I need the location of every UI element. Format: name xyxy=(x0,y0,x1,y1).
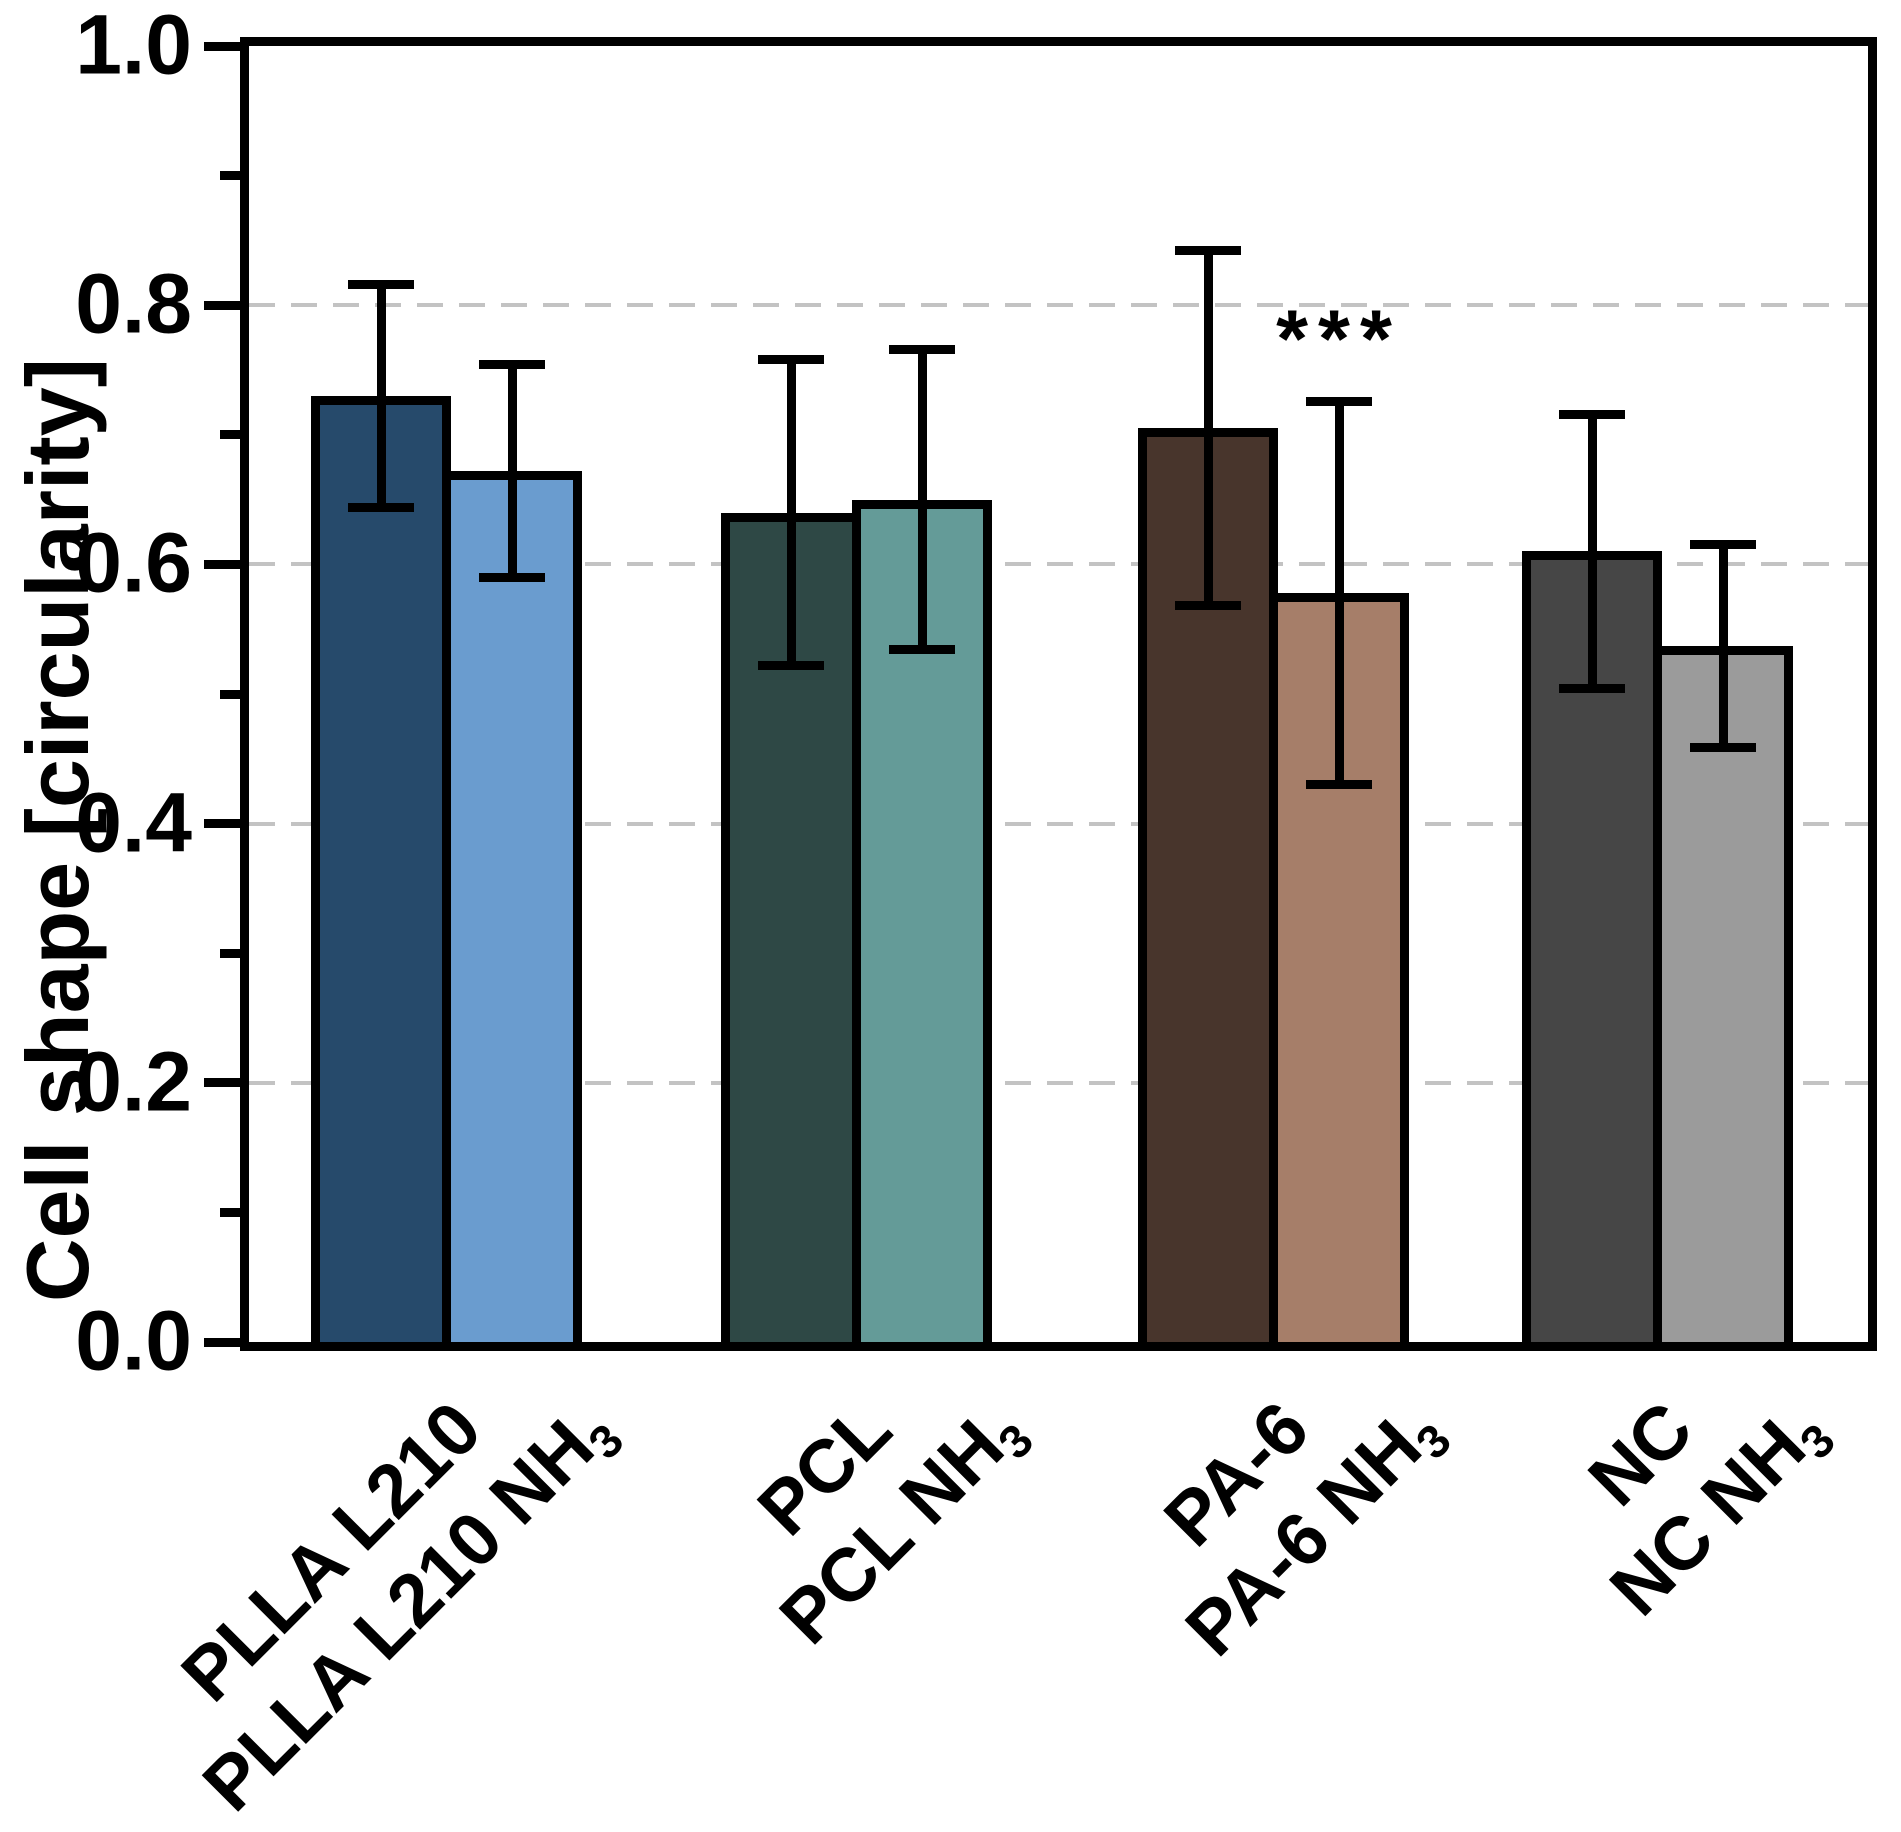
error-bar-cap-bottom xyxy=(1306,780,1372,790)
y-tick-label: 0.8 xyxy=(75,256,192,351)
error-bar-cap-bottom xyxy=(348,502,414,512)
y-tick-label: 1.0 xyxy=(75,0,192,92)
bar xyxy=(1653,646,1793,1342)
error-bar-cap-top xyxy=(1175,246,1241,256)
y-minor-tick xyxy=(220,430,240,440)
y-minor-tick xyxy=(220,171,240,181)
error-bar-cap-top xyxy=(758,355,824,365)
y-tick-label: 0.2 xyxy=(75,1034,192,1129)
y-major-tick xyxy=(204,41,240,51)
error-bar-cap-top xyxy=(348,279,414,289)
y-tick-label: 0.0 xyxy=(75,1293,192,1388)
y-minor-tick xyxy=(220,689,240,699)
y-minor-tick xyxy=(220,948,240,958)
y-major-tick xyxy=(204,559,240,569)
gridline xyxy=(249,562,1868,567)
gridline xyxy=(249,821,1868,826)
y-minor-tick xyxy=(220,1207,240,1217)
y-major-tick xyxy=(204,300,240,310)
error-bar xyxy=(1334,401,1344,785)
error-bar-cap-top xyxy=(889,344,955,354)
error-bar xyxy=(1718,544,1728,748)
error-bar-cap-top xyxy=(479,360,545,370)
error-bar-cap-bottom xyxy=(1559,684,1625,694)
error-bar-cap-top xyxy=(1559,409,1625,419)
error-bar-cap-top xyxy=(1690,540,1756,550)
plot-area: *** xyxy=(240,37,1877,1351)
error-bar xyxy=(376,284,386,508)
error-bar xyxy=(786,359,796,666)
bar xyxy=(311,396,451,1342)
y-tick-label: 0.4 xyxy=(75,774,192,869)
error-bar xyxy=(507,364,517,578)
gridline xyxy=(249,303,1868,308)
bar xyxy=(1269,593,1409,1342)
y-major-tick xyxy=(204,1078,240,1088)
bar xyxy=(442,471,582,1342)
significance-annotation: *** xyxy=(1276,294,1402,386)
error-bar xyxy=(1203,250,1213,606)
error-bar-cap-bottom xyxy=(1690,742,1756,752)
gridline xyxy=(249,1080,1868,1085)
y-major-tick xyxy=(204,819,240,829)
error-bar xyxy=(917,349,927,650)
y-major-tick xyxy=(204,1337,240,1347)
error-bar-cap-bottom xyxy=(479,572,545,582)
error-bar-cap-bottom xyxy=(758,660,824,670)
error-bar-cap-top xyxy=(1306,396,1372,406)
error-bar xyxy=(1587,414,1597,689)
error-bar-cap-bottom xyxy=(1175,601,1241,611)
error-bar-cap-bottom xyxy=(889,645,955,655)
y-tick-label: 0.6 xyxy=(75,515,192,610)
